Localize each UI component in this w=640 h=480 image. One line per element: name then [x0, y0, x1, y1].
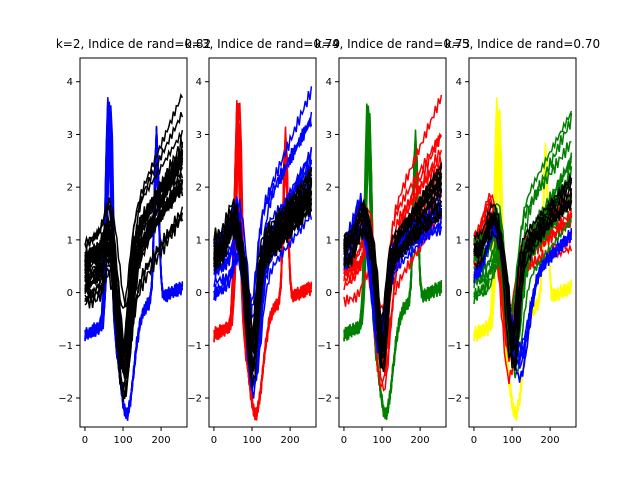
axes-frame	[338, 57, 447, 428]
series-line	[473, 216, 573, 379]
y-tick-label: 1	[196, 235, 202, 246]
series-2	[84, 93, 184, 402]
series-line	[84, 154, 184, 377]
x-tick-label: 100	[502, 435, 521, 446]
series-line	[213, 212, 313, 384]
series-line	[343, 128, 443, 417]
subplot-title: k=2, Indice de rand=0.82	[56, 37, 211, 51]
subplot-4: 0 100 200 −2 −1 0 1 2 3 4 k=5, Indice de rand=0.70	[445, 37, 600, 446]
series-line	[473, 188, 573, 369]
series-line	[84, 166, 184, 371]
x-tick-label: 200	[152, 435, 171, 446]
y-tick-label: −1	[317, 341, 332, 352]
series-line	[84, 129, 184, 310]
y-tick-label: 0	[196, 288, 202, 299]
axes-frame	[79, 57, 188, 428]
y-tick-label: 1	[456, 235, 462, 246]
series-3	[213, 167, 313, 388]
y-tick-label: 4	[196, 77, 202, 88]
x-tick-label: 100	[113, 435, 132, 446]
series-lines	[343, 94, 443, 421]
y-tick-label: 4	[456, 77, 462, 88]
y-tick-label: −1	[58, 341, 73, 352]
series-line	[84, 141, 184, 355]
subplot-title: k=5, Indice de rand=0.70	[445, 37, 600, 51]
series-line	[84, 137, 184, 370]
y-tick-label: −2	[58, 394, 73, 405]
series-line	[213, 177, 313, 348]
x-tick-label: 200	[281, 435, 300, 446]
series-line	[473, 195, 573, 366]
series-line	[473, 176, 573, 366]
series-line	[213, 195, 312, 352]
y-tick-label: 2	[456, 183, 462, 194]
x-tick-label: 0	[341, 435, 347, 446]
series-1	[213, 100, 313, 421]
y-tick-label: 4	[326, 77, 332, 88]
y-tick-label: 0	[326, 288, 332, 299]
series-line	[343, 183, 443, 344]
series-1	[84, 97, 184, 421]
series-line	[343, 182, 443, 321]
x-tick-label: 0	[471, 435, 477, 446]
series-line	[473, 173, 573, 351]
y-tick-label: 3	[326, 130, 332, 141]
y-tick-label: 2	[67, 183, 73, 194]
subplot-2: 0 100 200 −2 −1 0 1 2 3 4 k=3, Indice de rand=0.79	[185, 37, 340, 446]
x-tick-label: 0	[211, 435, 217, 446]
y-tick-label: 1	[326, 235, 332, 246]
series-line	[343, 162, 443, 369]
x-tick-label: 100	[242, 435, 261, 446]
y-tick-label: 3	[196, 130, 202, 141]
y-tick-label: 2	[326, 183, 332, 194]
axes-frame	[468, 57, 577, 428]
x-tick-label: 100	[372, 435, 391, 446]
y-tick-label: 3	[67, 130, 73, 141]
series-4	[343, 162, 443, 373]
y-tick-label: −1	[447, 341, 462, 352]
x-tick-label: 200	[411, 435, 430, 446]
series-line	[213, 123, 313, 420]
series-line	[84, 157, 184, 359]
y-tick-label: 0	[67, 288, 73, 299]
series-lines	[84, 93, 184, 421]
y-tick-label: 4	[67, 77, 73, 88]
y-tick-label: −1	[187, 341, 202, 352]
series-line	[84, 212, 184, 378]
x-tick-label: 200	[541, 435, 560, 446]
y-tick-label: 1	[67, 235, 73, 246]
x-tick-label: 0	[82, 435, 88, 446]
series-lines	[473, 97, 573, 421]
y-tick-label: 3	[456, 130, 462, 141]
y-tick-label: −2	[447, 394, 462, 405]
y-tick-label: 2	[196, 183, 202, 194]
series-5	[473, 173, 573, 371]
subplot-3: 0 100 200 −2 −1 0 1 2 3 4 k=4, Indice de rand=0.73	[315, 37, 470, 446]
series-line	[84, 123, 184, 420]
y-tick-label: −2	[187, 394, 202, 405]
subplot-1: 0 100 200 −2 −1 0 1 2 3 4 k=2, Indice de rand=0.82	[56, 37, 211, 446]
subplot-title: k=3, Indice de rand=0.79	[185, 37, 340, 51]
y-tick-label: 0	[456, 288, 462, 299]
axes-frame	[208, 57, 317, 428]
series-line	[473, 123, 573, 421]
y-tick-label: −2	[317, 394, 332, 405]
series-lines	[213, 86, 313, 421]
series-1	[343, 103, 443, 421]
subplot-title: k=4, Indice de rand=0.73	[315, 37, 470, 51]
